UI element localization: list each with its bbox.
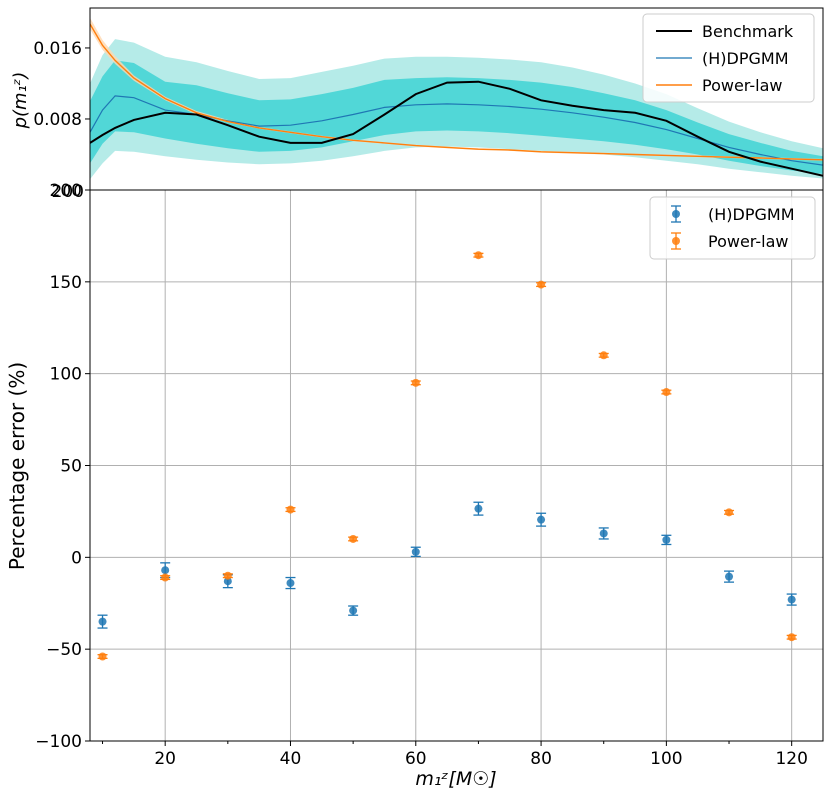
y-tick-label: 150 <box>50 273 82 293</box>
credible-bands <box>90 17 823 180</box>
top-y-ticks: 0.008 0.016 <box>33 39 90 130</box>
x-tick-label: 40 <box>280 749 302 769</box>
x-tick-label: 20 <box>154 749 176 769</box>
top-y-tick-label: 0.008 <box>33 110 82 130</box>
y-tick-label: 0 <box>71 548 82 568</box>
dpgmm-point <box>598 527 609 540</box>
y-tick-label: 200 <box>50 181 82 201</box>
y-tick-label: 100 <box>50 365 82 385</box>
powerlaw-point <box>285 505 296 514</box>
legend-label-benchmark: Benchmark <box>702 22 794 41</box>
x-tick-label: 80 <box>530 749 552 769</box>
powerlaw-point <box>160 573 171 582</box>
benchmark-line <box>90 80 823 177</box>
y-tick-label: 50 <box>60 457 82 477</box>
bottom-frame <box>89 189 824 742</box>
powerlaw-point <box>598 351 609 360</box>
bottom-legend: (H)DPGMM Power-law <box>649 196 816 260</box>
y-tick-label: −100 <box>35 732 82 752</box>
dpgmm-median-line <box>90 95 823 166</box>
powerlaw-line <box>90 23 823 161</box>
x-tick-label: 100 <box>650 749 682 769</box>
powerlaw-point <box>97 652 108 661</box>
top-corner-label: 200 <box>52 182 84 202</box>
bottom-ticks: 20 40 60 80 100 120 −100 −50 0 50 100 150 200 <box>35 181 808 769</box>
powerlaw-point <box>661 388 672 397</box>
density-panel: 0.008 0.016 200 p(m₁ᶻ) Benchmark (H)DPGMM… <box>10 7 824 202</box>
dpgmm-point <box>97 614 108 629</box>
x-axis-label: m₁ᶻ[M☉] <box>415 768 496 790</box>
dpgmm-point <box>661 534 672 546</box>
legend-label-dpgmm: (H)DPGMM <box>702 49 789 68</box>
top-y-tick-label: 0.016 <box>33 39 82 59</box>
dpgmm-point <box>348 605 359 616</box>
dpgmm-point <box>473 501 484 516</box>
dpgmm-point <box>724 570 735 583</box>
powerlaw-point <box>222 571 233 580</box>
dpgmm-inner-band <box>90 60 823 174</box>
powerlaw-point <box>536 280 547 289</box>
powerlaw-point <box>786 633 797 642</box>
top-y-axis-label: p(m₁ᶻ) <box>10 72 31 130</box>
x-tick-label: 60 <box>405 749 427 769</box>
legend-label-powerlaw: Power-law <box>702 76 782 95</box>
legend-label-dpgmm-errors: (H)DPGMM <box>708 205 795 224</box>
dpgmm-point <box>536 512 547 527</box>
grid-lines <box>90 190 823 741</box>
error-points <box>97 251 797 661</box>
dpgmm-point <box>285 576 296 590</box>
percentage-error-panel: 20 40 60 80 100 120 −100 −50 0 50 100 150 200 Percen… <box>5 181 824 790</box>
dpgmm-point <box>786 593 797 606</box>
x-tick-label: 120 <box>775 749 807 769</box>
dpgmm-point <box>410 546 421 558</box>
powerlaw-point <box>410 378 421 387</box>
powerlaw-point <box>724 508 735 517</box>
top-legend: Benchmark (H)DPGMM Power-law <box>642 13 815 103</box>
bottom-y-axis-label: Percentage error (%) <box>5 362 29 570</box>
powerlaw-point <box>348 534 359 543</box>
powerlaw-point <box>473 251 484 260</box>
legend-label-powerlaw-errors: Power-law <box>708 232 788 251</box>
y-tick-label: −50 <box>46 640 82 660</box>
density-lines <box>90 23 823 177</box>
